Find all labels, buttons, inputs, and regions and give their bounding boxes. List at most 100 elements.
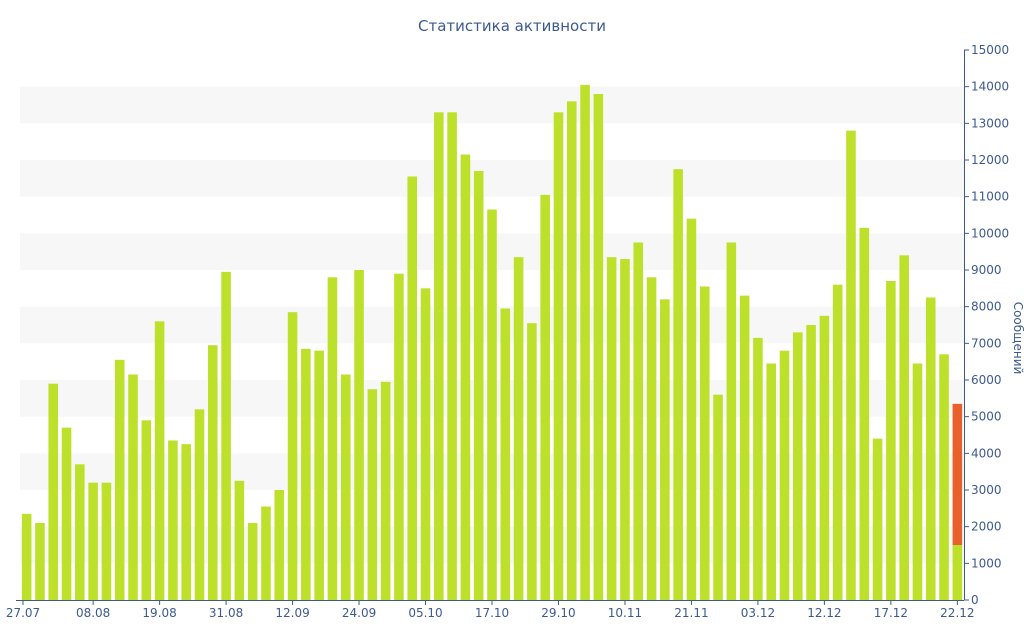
bar <box>633 242 644 600</box>
bar <box>367 389 378 600</box>
x-tick-label: 03.12 <box>741 606 775 620</box>
y-tick-label: 5000 <box>971 410 1002 424</box>
chart-title: Статистика активности <box>418 17 606 35</box>
bar <box>912 363 923 600</box>
bar <box>88 482 98 600</box>
bar <box>21 513 32 600</box>
bar <box>301 348 311 600</box>
x-tick-label: 08.08 <box>76 606 110 620</box>
bar <box>394 273 404 600</box>
bar <box>380 381 391 600</box>
axes-group: 0 1000 2000 3000 4000 5000 6000 7000 8000 9000 100… <box>6 43 1009 620</box>
grid-band <box>20 86 964 124</box>
bar <box>354 270 364 600</box>
bar <box>819 315 830 600</box>
bar <box>247 523 258 600</box>
bar <box>779 350 790 600</box>
y-tick-label: 2000 <box>971 520 1002 534</box>
x-tick-label: 10.11 <box>608 606 642 620</box>
y-tick-label: 13000 <box>971 116 1009 130</box>
x-tick-label: 12.12 <box>807 606 841 620</box>
bar <box>859 227 870 601</box>
bar <box>553 112 564 600</box>
bar <box>846 130 856 600</box>
bar <box>660 299 670 600</box>
y-tick-label: 6000 <box>971 373 1002 387</box>
bar <box>886 281 896 600</box>
bar <box>460 154 471 600</box>
y-tick-label: 12000 <box>971 153 1009 167</box>
bar <box>340 374 351 600</box>
bar <box>234 480 245 600</box>
bar <box>181 444 191 600</box>
bar <box>646 277 657 600</box>
x-tick-label: 12.09 <box>275 606 309 620</box>
bar <box>407 176 418 600</box>
bar <box>473 171 484 600</box>
bar <box>699 286 710 600</box>
bar <box>447 112 457 600</box>
bar <box>527 323 537 600</box>
bar <box>221 271 231 600</box>
bar <box>753 337 763 600</box>
x-tick-label: 17.12 <box>874 606 908 620</box>
bars-group <box>21 84 963 601</box>
bar <box>726 242 737 600</box>
bar <box>620 259 630 600</box>
bar <box>314 350 324 600</box>
bar <box>806 325 816 600</box>
bar <box>168 440 178 600</box>
bar <box>566 101 577 600</box>
y-tick-label: 11000 <box>971 190 1009 204</box>
bar <box>686 218 697 600</box>
bar <box>500 308 511 600</box>
bar <box>35 523 45 600</box>
grid-band <box>20 160 964 197</box>
bar <box>194 409 205 600</box>
bar <box>75 464 85 600</box>
bar <box>154 321 165 600</box>
y-tick-label: 3000 <box>971 483 1002 497</box>
y-tick-label: 9000 <box>971 263 1002 277</box>
x-tick-label: 31.08 <box>209 606 243 620</box>
y-tick-label: 10000 <box>971 226 1009 240</box>
y-axis-label: Сообщений <box>1011 302 1024 375</box>
bar <box>606 257 617 600</box>
bar <box>420 288 431 600</box>
bar <box>208 345 218 600</box>
bar <box>593 94 604 600</box>
bar <box>832 284 843 600</box>
y-tick-label: 8000 <box>971 300 1002 314</box>
x-tick-label: 05.10 <box>408 606 442 620</box>
bar <box>434 112 444 600</box>
bar <box>925 297 936 600</box>
bar <box>793 332 803 600</box>
bar <box>327 277 338 600</box>
bar <box>540 194 550 601</box>
x-tick-label: 21.11 <box>674 606 708 620</box>
x-tick-label: 22.12 <box>940 606 974 620</box>
y-tick-label: 0 <box>971 593 979 607</box>
y-tick-label: 1000 <box>971 556 1002 570</box>
bar <box>580 84 590 601</box>
bar <box>261 506 271 600</box>
bar <box>766 363 776 600</box>
x-tick-label: 24.09 <box>342 606 376 620</box>
bar <box>61 427 72 600</box>
bar <box>713 394 723 600</box>
bar <box>952 403 963 545</box>
bar <box>952 545 963 600</box>
bar <box>141 420 152 600</box>
bar <box>114 359 125 600</box>
bar <box>673 169 683 600</box>
bar <box>739 295 750 600</box>
bar <box>101 482 112 600</box>
bar <box>274 490 285 600</box>
y-tick-label: 7000 <box>971 336 1002 350</box>
x-tick-label: 27.07 <box>6 606 40 620</box>
bar <box>899 255 909 601</box>
bar <box>513 257 524 600</box>
y-tick-label: 15000 <box>971 43 1009 57</box>
y-tick-label: 4000 <box>971 446 1002 460</box>
